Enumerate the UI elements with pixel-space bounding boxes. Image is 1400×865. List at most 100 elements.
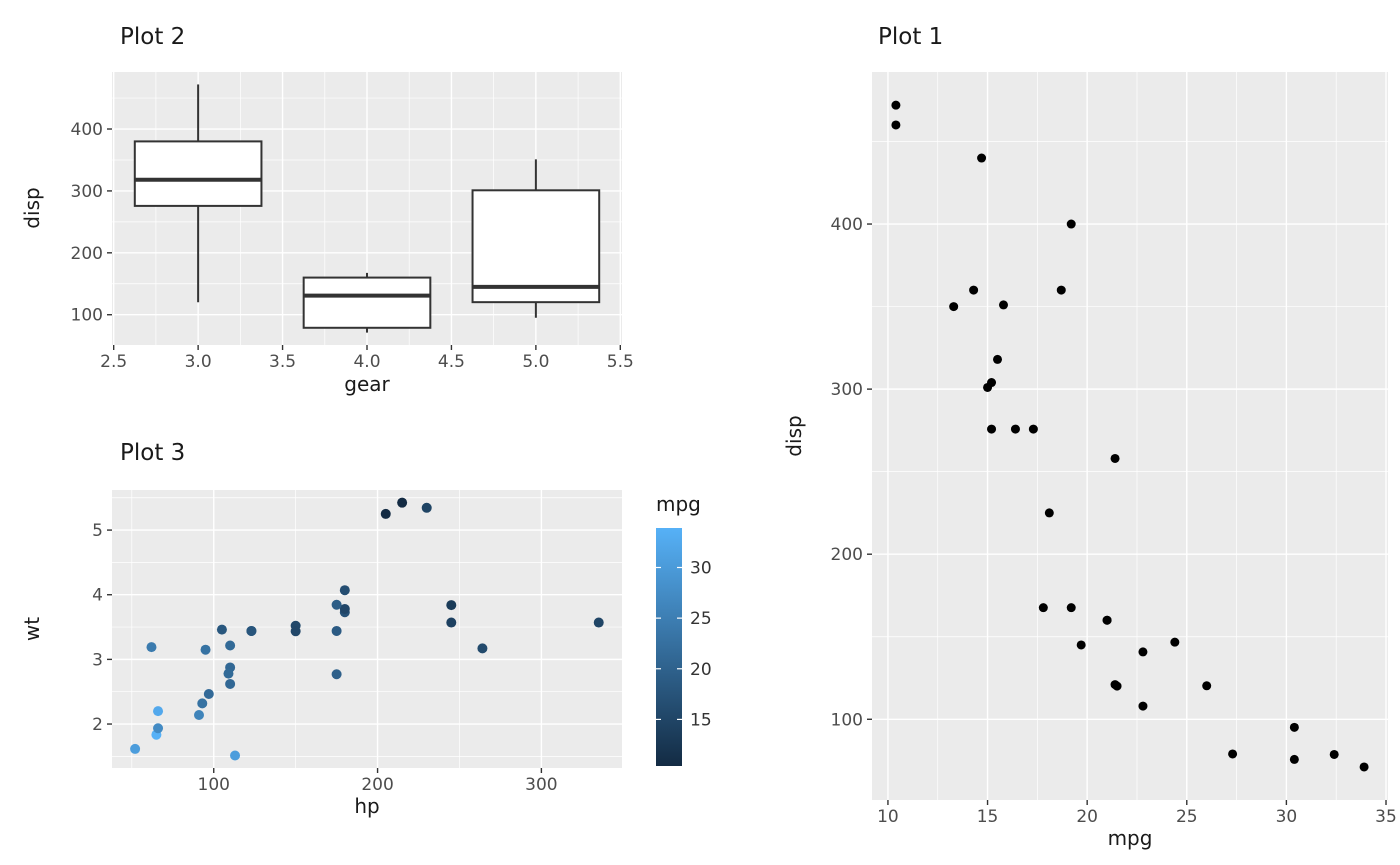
data-point xyxy=(331,625,342,636)
plot1-y-axis-title: disp xyxy=(782,415,806,457)
plot2-y-axis-title: disp xyxy=(20,187,44,229)
data-point xyxy=(983,382,993,392)
data-point xyxy=(290,626,301,637)
data-point xyxy=(1066,219,1076,229)
x-tick-label: 4.0 xyxy=(353,352,380,372)
data-point xyxy=(225,678,236,689)
colorbar-tick-label: 15 xyxy=(690,710,712,730)
x-tick-label: 15 xyxy=(977,807,999,827)
data-point xyxy=(1076,640,1086,650)
data-point xyxy=(130,743,141,754)
data-point xyxy=(891,100,901,110)
data-point xyxy=(339,603,350,614)
y-tick-label: 400 xyxy=(831,215,863,235)
x-tick-label: 300 xyxy=(525,775,557,795)
data-point xyxy=(477,643,488,654)
plot3-x-axis-title: hp xyxy=(354,794,380,818)
x-tick-label: 25 xyxy=(1176,807,1198,827)
x-tick-label: 4.5 xyxy=(438,352,465,372)
data-point xyxy=(1010,424,1020,434)
data-point xyxy=(1228,749,1238,759)
data-point xyxy=(200,644,211,655)
plot2-title: Plot 2 xyxy=(120,24,186,50)
x-tick-label: 3.5 xyxy=(269,352,296,372)
data-point xyxy=(397,497,408,508)
boxplot-box xyxy=(302,276,432,329)
data-point xyxy=(1202,681,1212,691)
data-point xyxy=(1044,508,1054,518)
x-tick-label: 5.5 xyxy=(607,352,634,372)
data-point xyxy=(1138,647,1148,657)
y-tick-label: 100 xyxy=(71,306,103,326)
x-tick-label: 10 xyxy=(877,807,899,827)
data-point xyxy=(993,354,1003,364)
y-tick-label: 400 xyxy=(71,120,103,140)
y-tick-label: 4 xyxy=(92,586,103,606)
boxplot-box xyxy=(133,140,263,207)
data-point xyxy=(998,300,1008,310)
colorbar-tick-label: 20 xyxy=(690,660,712,680)
data-point xyxy=(331,599,342,610)
data-point xyxy=(197,698,208,709)
data-point xyxy=(203,688,214,699)
y-tick-label: 300 xyxy=(71,182,103,202)
x-tick-label: 2.5 xyxy=(100,352,127,372)
data-point xyxy=(246,625,257,636)
legend-title-mpg: mpg xyxy=(656,492,701,516)
data-point xyxy=(1110,680,1120,690)
x-tick-label: 3.0 xyxy=(185,352,212,372)
data-point xyxy=(339,585,350,596)
data-point xyxy=(225,640,236,651)
data-point xyxy=(216,624,227,635)
plot3-y-axis-title: wt xyxy=(20,616,44,642)
data-point xyxy=(977,153,987,163)
data-point xyxy=(446,617,457,628)
data-point xyxy=(1056,285,1066,295)
data-point xyxy=(1110,453,1120,463)
data-point xyxy=(1359,762,1369,772)
x-tick-label: 100 xyxy=(198,775,230,795)
legend-colorbar xyxy=(656,528,682,766)
y-tick-label: 3 xyxy=(92,650,103,670)
colorbar-tick-label: 30 xyxy=(690,558,712,578)
data-point xyxy=(1102,615,1112,625)
boxplot-box xyxy=(471,189,601,304)
y-tick-label: 200 xyxy=(71,244,103,264)
data-point xyxy=(1289,722,1299,732)
data-point xyxy=(1066,603,1076,613)
y-tick-label: 2 xyxy=(92,715,103,735)
plot1-x-axis-title: mpg xyxy=(1107,826,1153,850)
data-point xyxy=(153,706,164,717)
y-tick-label: 100 xyxy=(831,710,863,730)
data-point xyxy=(593,617,604,628)
x-tick-label: 30 xyxy=(1276,807,1298,827)
data-point xyxy=(1138,701,1148,711)
y-tick-label: 5 xyxy=(92,521,103,541)
data-point xyxy=(1170,637,1180,647)
data-point xyxy=(223,668,234,679)
data-point xyxy=(949,302,959,312)
plot3-title: Plot 3 xyxy=(120,440,186,466)
x-tick-label: 200 xyxy=(361,775,393,795)
data-point xyxy=(1329,749,1339,759)
plot1-panel xyxy=(872,72,1388,800)
data-point xyxy=(1028,424,1038,434)
x-tick-label: 5.0 xyxy=(522,352,549,372)
data-point xyxy=(146,642,157,653)
data-point xyxy=(969,285,979,295)
y-tick-label: 200 xyxy=(831,545,863,565)
plot1-title: Plot 1 xyxy=(878,24,944,50)
plot2-x-axis-title: gear xyxy=(344,372,390,396)
data-point xyxy=(1289,754,1299,764)
data-point xyxy=(380,508,391,519)
data-point xyxy=(891,120,901,130)
colorbar-tick-label: 25 xyxy=(690,609,712,629)
data-point xyxy=(987,424,997,434)
data-point xyxy=(446,600,457,611)
data-point xyxy=(153,723,164,734)
data-point xyxy=(331,669,342,680)
data-point xyxy=(421,502,432,513)
data-point xyxy=(193,709,204,720)
